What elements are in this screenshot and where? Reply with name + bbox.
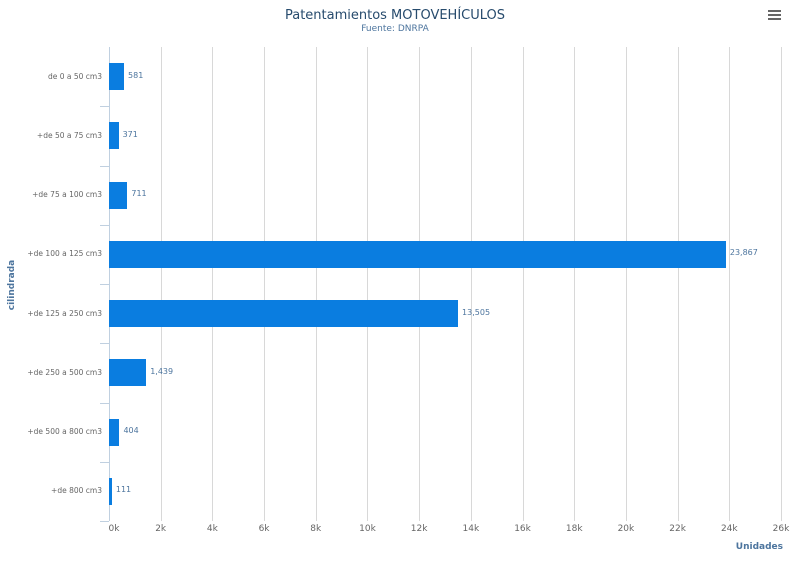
bar[interactable] xyxy=(109,63,125,91)
x-tick-label: 12k xyxy=(410,524,428,534)
gridline xyxy=(470,47,472,521)
x-tick-label: 4k xyxy=(206,524,218,534)
gridline xyxy=(625,47,627,521)
x-tick-label: 22k xyxy=(669,524,686,534)
y-tick xyxy=(100,165,109,167)
data-label: 371 xyxy=(122,129,138,139)
x-tick-label: 26k xyxy=(772,524,790,534)
gridline xyxy=(419,47,421,521)
data-label: 23,867 xyxy=(729,248,758,258)
category-label: +de 800 cm3 xyxy=(51,486,102,496)
bar[interactable] xyxy=(109,418,120,446)
x-tick-label: 14k xyxy=(462,524,480,534)
bar[interactable] xyxy=(109,240,726,268)
data-label: 111 xyxy=(115,485,132,495)
x-axis-title: Unidades xyxy=(735,542,783,552)
category-label: +de 50 a 75 cm3 xyxy=(36,130,102,140)
y-tick xyxy=(100,343,109,345)
hamburger-menu-icon[interactable] xyxy=(768,10,781,21)
y-tick xyxy=(100,106,109,108)
chart-title: Patentamientos MOTOVEHÍCULOS xyxy=(284,8,506,23)
gridline xyxy=(367,47,369,521)
gridline xyxy=(315,47,317,521)
y-tick xyxy=(100,461,109,463)
data-label: 404 xyxy=(123,426,139,436)
x-tick-label: 8k xyxy=(310,524,322,534)
y-tick xyxy=(100,224,109,226)
x-tick-label: 2k xyxy=(155,524,167,534)
data-label: 1,439 xyxy=(150,366,174,376)
category-label: +de 250 a 500 cm3 xyxy=(27,367,102,377)
gridline xyxy=(160,47,162,521)
data-label: 13,505 xyxy=(462,307,491,317)
plot-area xyxy=(109,47,782,521)
x-tick-label: 18k xyxy=(565,524,583,534)
data-label: 581 xyxy=(128,70,144,80)
category-label: +de 100 a 125 cm3 xyxy=(27,249,102,259)
x-tick-label: 10k xyxy=(359,524,376,534)
category-label: +de 75 a 100 cm3 xyxy=(32,190,102,200)
bar[interactable] xyxy=(109,300,459,328)
gridline xyxy=(574,47,576,521)
gridline xyxy=(729,47,731,521)
x-tick-label: 6k xyxy=(258,524,270,534)
x-tick-label: 16k xyxy=(514,524,531,534)
bar[interactable] xyxy=(109,181,128,209)
data-label: 711 xyxy=(131,189,147,199)
category-label: +de 125 a 250 cm3 xyxy=(27,308,102,318)
bar[interactable] xyxy=(109,122,119,150)
gridline xyxy=(212,47,214,521)
gridline xyxy=(264,47,266,521)
y-tick xyxy=(100,521,109,522)
bar[interactable] xyxy=(109,477,112,505)
category-label: de 0 a 50 cm3 xyxy=(47,71,102,81)
gridline xyxy=(781,47,782,521)
x-tick-label: 20k xyxy=(617,524,635,534)
y-tick xyxy=(100,402,109,404)
y-axis-title: cilindrada xyxy=(7,259,18,311)
y-axis-line xyxy=(109,47,110,521)
gridline xyxy=(677,47,679,521)
gridline xyxy=(522,47,524,521)
bar[interactable] xyxy=(109,359,147,387)
x-tick-label: 0k xyxy=(108,524,120,534)
chart-subtitle: Fuente: DNRPA xyxy=(361,24,429,34)
category-label: +de 500 a 800 cm3 xyxy=(27,427,102,437)
y-tick xyxy=(100,284,109,285)
x-tick-label: 24k xyxy=(720,524,738,534)
